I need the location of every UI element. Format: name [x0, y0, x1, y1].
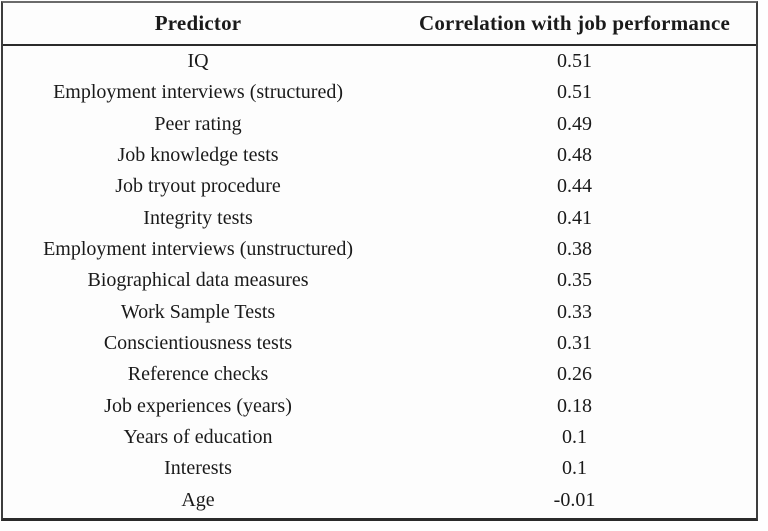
table-row: Conscientiousness tests 0.31	[3, 328, 756, 359]
table-row: Reference checks 0.26	[3, 359, 756, 390]
table-row: Work Sample Tests 0.33	[3, 297, 756, 328]
predictor-cell: Employment interviews (structured)	[53, 81, 343, 104]
table-body: IQ 0.51 Employment interviews (structure…	[3, 46, 756, 516]
predictor-cell: Reference checks	[127, 363, 269, 386]
predictor-cell: Integrity tests	[143, 206, 253, 229]
correlation-cell: 0.51	[557, 81, 593, 104]
predictor-cell: IQ	[187, 50, 209, 73]
correlation-cell: 0.1	[562, 426, 588, 449]
table-row: Job tryout procedure 0.44	[3, 171, 756, 202]
predictor-cell: Age	[181, 488, 215, 511]
header-correlation: Correlation with job performance	[418, 11, 731, 35]
predictor-cell: Years of education	[123, 426, 273, 449]
predictor-cell: Work Sample Tests	[120, 300, 276, 323]
correlation-cell: 0.41	[557, 206, 593, 229]
correlation-cell: 0.44	[557, 175, 593, 198]
correlation-cell: 0.18	[557, 394, 593, 417]
correlation-cell: 0.31	[557, 332, 593, 355]
predictor-cell: Interests	[164, 457, 232, 480]
table-row: Integrity tests 0.41	[3, 203, 756, 234]
correlation-cell: -0.01	[553, 488, 596, 511]
predictor-cell: Job experiences (years)	[104, 394, 292, 417]
correlation-cell: 0.35	[557, 269, 593, 292]
table-row: Peer rating 0.49	[3, 109, 756, 140]
table-row: IQ 0.51	[3, 46, 756, 77]
correlation-cell: 0.38	[557, 238, 593, 261]
predictor-cell: Conscientiousness tests	[103, 332, 293, 355]
correlation-cell: 0.33	[557, 300, 593, 323]
table-row: Years of education 0.1	[3, 422, 756, 453]
table-row: Job experiences (years) 0.18	[3, 391, 756, 422]
predictor-cell: Job knowledge tests	[117, 144, 279, 167]
predictor-cell: Job tryout procedure	[115, 175, 281, 198]
correlation-cell: 0.48	[557, 144, 593, 167]
table-row: Biographical data measures 0.35	[3, 265, 756, 296]
correlation-cell: 0.51	[557, 50, 593, 73]
table-row: Employment interviews (unstructured) 0.3…	[3, 234, 756, 265]
correlation-table: Predictor Correlation with job performan…	[1, 1, 758, 521]
header-predictor: Predictor	[154, 11, 242, 35]
table-header-row: Predictor Correlation with job performan…	[3, 3, 756, 46]
table-row: Job knowledge tests 0.48	[3, 140, 756, 171]
correlation-cell: 0.49	[557, 112, 593, 135]
table-row: Interests 0.1	[3, 453, 756, 484]
correlation-cell: 0.26	[557, 363, 593, 386]
correlation-cell: 0.1	[562, 457, 588, 480]
table-row: Age -0.01	[3, 485, 756, 516]
predictor-cell: Employment interviews (unstructured)	[43, 238, 353, 261]
predictor-cell: Biographical data measures	[87, 269, 309, 292]
table-row: Employment interviews (structured) 0.51	[3, 77, 756, 108]
predictor-cell: Peer rating	[154, 112, 242, 135]
